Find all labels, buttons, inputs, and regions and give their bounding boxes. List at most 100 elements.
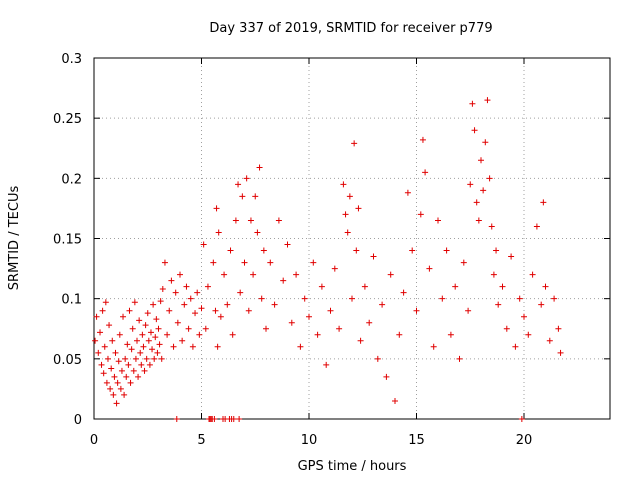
data-point: [217, 313, 224, 320]
data-point: [232, 217, 239, 224]
data-point: [452, 283, 459, 290]
data-point: [102, 299, 109, 306]
data-point: [211, 416, 218, 422]
data-point: [392, 397, 398, 404]
data-point: [170, 343, 177, 350]
data-point: [288, 319, 295, 326]
data-point: [374, 355, 381, 362]
data-point: [533, 223, 540, 230]
data-point: [250, 271, 257, 278]
data-point: [174, 319, 181, 326]
data-point: [239, 193, 246, 200]
data-point: [551, 295, 558, 302]
data-points: [92, 97, 564, 422]
plot-frame: [93, 57, 611, 420]
data-point: [426, 265, 433, 272]
data-point: [323, 361, 330, 368]
data-point: [306, 313, 312, 320]
data-point: [467, 181, 474, 188]
data-point: [557, 349, 564, 356]
data-point: [430, 343, 437, 350]
data-point: [100, 370, 107, 377]
data-point: [260, 247, 267, 254]
data-point: [490, 271, 497, 278]
data-point: [227, 247, 234, 254]
data-point: [215, 229, 222, 236]
data-point: [471, 127, 478, 134]
data-point: [224, 301, 231, 308]
data-point: [521, 313, 527, 320]
data-point: [150, 301, 157, 308]
data-point: [478, 157, 484, 164]
data-point: [132, 355, 139, 362]
data-point: [111, 373, 118, 380]
data-point: [106, 322, 113, 329]
data-point: [185, 325, 192, 332]
data-point: [139, 331, 146, 338]
data-point: [214, 343, 221, 350]
data-point: [144, 310, 151, 317]
data-point: [518, 416, 525, 422]
data-point: [115, 358, 122, 365]
data-point: [114, 379, 121, 386]
data-point: [142, 322, 149, 329]
data-point: [469, 100, 476, 107]
data-point: [101, 343, 108, 350]
data-point: [181, 301, 188, 308]
data-point: [187, 295, 194, 302]
data-point: [123, 373, 130, 380]
y-tick-label: 0: [74, 413, 82, 428]
chart-title: Day 337 of 2019, SRMTID for receiver p77…: [209, 21, 492, 36]
data-point: [145, 337, 152, 344]
data-point: [508, 253, 515, 260]
data-point: [370, 253, 377, 260]
data-point: [134, 337, 140, 344]
data-point: [413, 307, 420, 314]
data-point: [318, 283, 325, 290]
data-point: [346, 193, 353, 200]
data-point: [120, 313, 127, 320]
data-point: [212, 307, 219, 314]
axis-ticks: 0 0.05 0.1 0.15 0.2 0.25 0.3 0 5 10 15 20: [53, 52, 610, 448]
data-point: [200, 241, 207, 248]
data-point: [443, 247, 450, 254]
data-point: [168, 277, 175, 284]
data-point: [127, 379, 134, 386]
data-point: [196, 331, 203, 338]
y-tick-label: 0.15: [53, 233, 82, 248]
data-point: [555, 325, 562, 332]
data-point: [439, 295, 446, 302]
data-point: [110, 391, 117, 398]
data-point: [488, 223, 495, 230]
data-point: [495, 301, 502, 308]
data-point: [98, 361, 105, 368]
y-axis-label: SRMTID / TECUs: [7, 186, 22, 291]
data-point: [404, 189, 411, 196]
x-tick-label: 5: [197, 433, 205, 448]
data-point: [342, 211, 349, 218]
data-point: [419, 136, 426, 143]
data-point: [137, 349, 144, 356]
data-point: [447, 331, 454, 338]
data-point: [465, 307, 472, 314]
data-point: [230, 416, 237, 422]
data-point: [118, 367, 125, 374]
data-point: [540, 199, 547, 206]
data-point: [92, 337, 99, 344]
data-point: [271, 301, 278, 308]
data-point: [542, 283, 549, 290]
data-point: [256, 164, 263, 171]
data-point: [210, 259, 217, 266]
data-point: [95, 349, 102, 356]
data-point: [154, 349, 161, 356]
data-point: [475, 217, 482, 224]
data-point: [258, 295, 265, 302]
data-point: [254, 229, 261, 236]
data-point: [146, 361, 153, 368]
data-point: [143, 355, 150, 362]
data-point: [538, 301, 545, 308]
data-point: [503, 325, 510, 332]
y-tick-label: 0.25: [53, 112, 82, 127]
data-point: [351, 140, 358, 147]
data-point: [131, 299, 138, 306]
